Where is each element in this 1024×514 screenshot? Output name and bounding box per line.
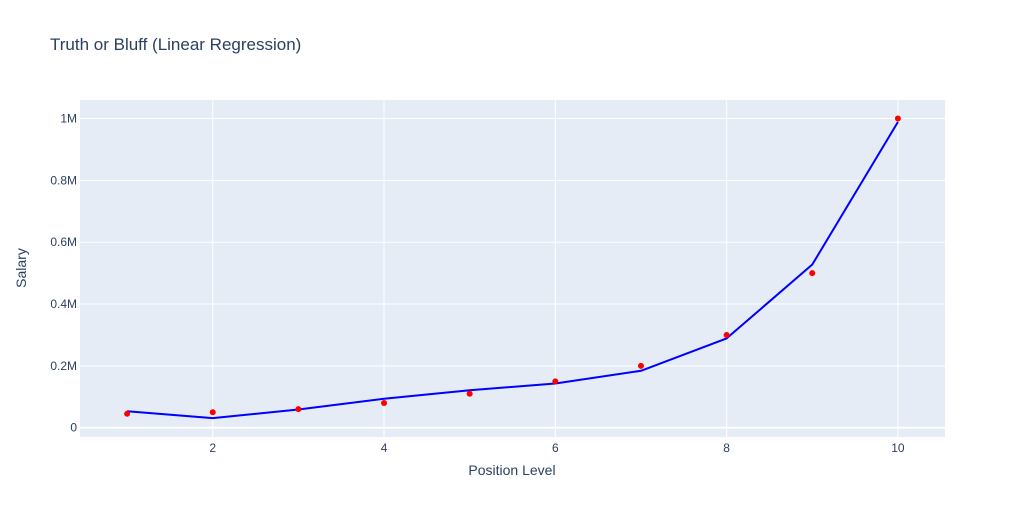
plot-area (80, 100, 945, 437)
data-point (381, 399, 388, 406)
y-tick-label: 0.4M (50, 297, 77, 311)
y-tick-label: 0.2M (50, 359, 77, 373)
data-point (295, 406, 302, 413)
x-tick-label: 2 (209, 441, 216, 455)
data-point (466, 390, 473, 397)
y-axis-ticks: 0 0.2M 0.4M 0.6M 0.8M 1M (50, 112, 77, 435)
chart-title: Truth or Bluff (Linear Regression) (50, 35, 301, 54)
y-tick-label: 1M (60, 112, 77, 126)
data-point (894, 115, 901, 122)
x-tick-label: 10 (891, 441, 905, 455)
data-point (552, 378, 559, 385)
data-point (809, 270, 816, 277)
x-tick-label: 4 (381, 441, 388, 455)
y-axis-label: Salary (13, 248, 29, 288)
x-tick-label: 8 (723, 441, 730, 455)
x-axis-label: Position Level (468, 462, 555, 478)
data-point (124, 410, 131, 417)
y-tick-label: 0 (70, 421, 77, 435)
regression-line (127, 121, 899, 420)
x-tick-label: 6 (552, 441, 559, 455)
data-point (723, 331, 730, 338)
y-tick-label: 0.8M (50, 173, 77, 187)
y-tick-label: 0.6M (50, 235, 77, 249)
x-axis-ticks: 2 4 6 8 10 (209, 441, 904, 455)
line-series (127, 121, 899, 420)
point-series (124, 115, 901, 417)
data-point (209, 409, 216, 416)
grid-lines (80, 100, 945, 437)
data-point (637, 362, 644, 369)
